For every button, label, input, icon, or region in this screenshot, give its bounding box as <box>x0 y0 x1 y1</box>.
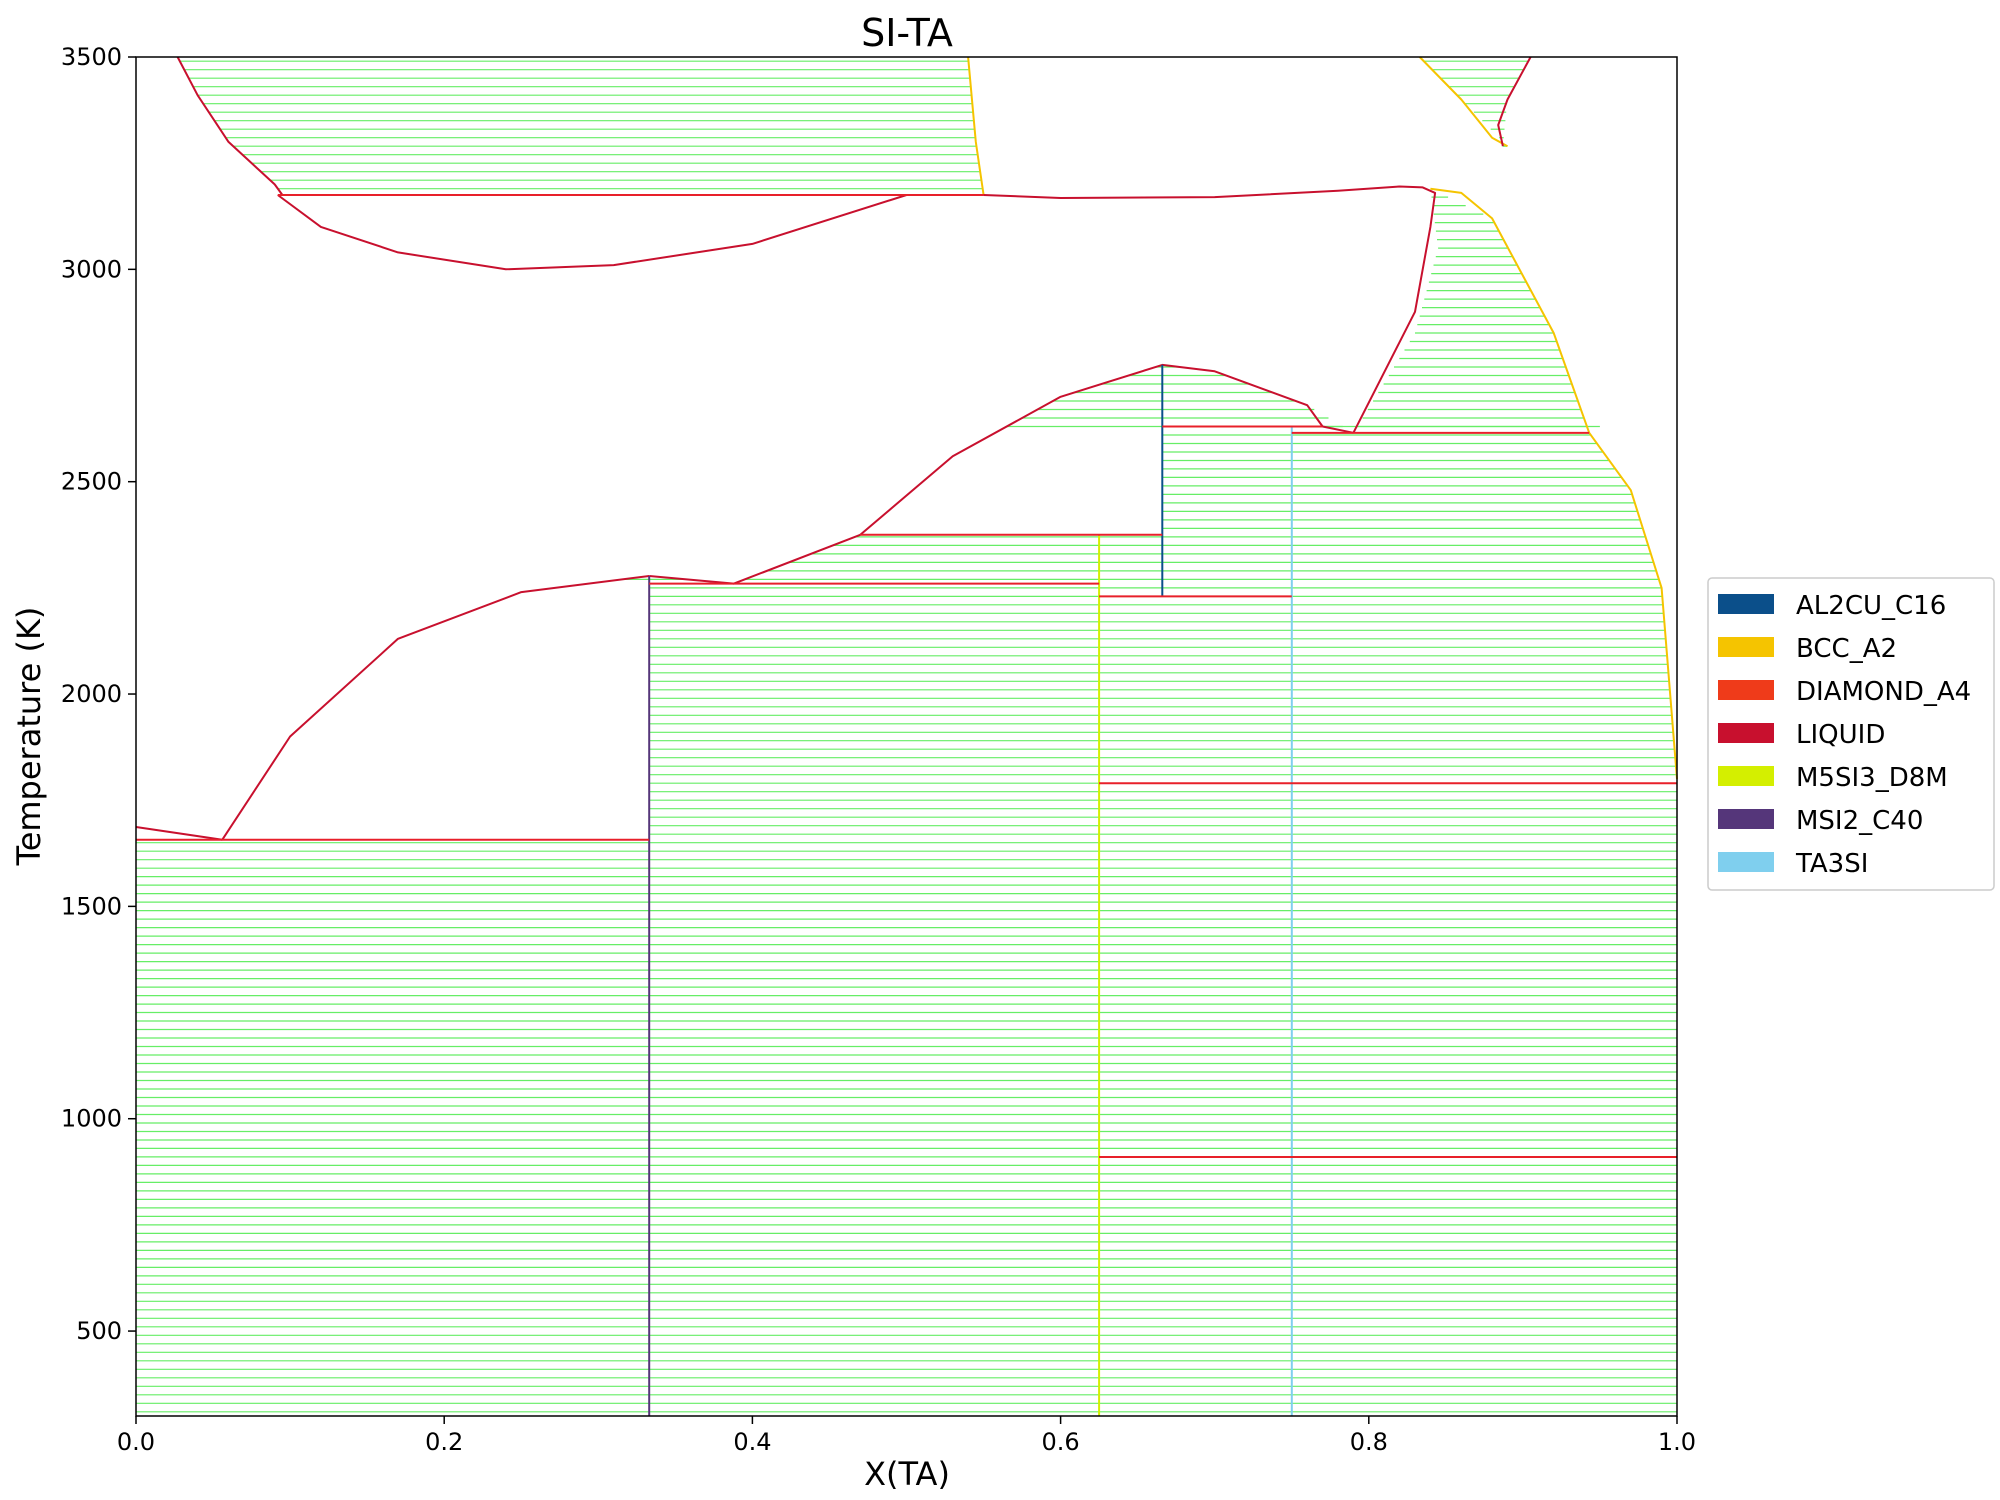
phase-boundary-liquid <box>135 826 223 841</box>
plot-frame <box>135 56 1678 1417</box>
phase-boundary-layer <box>135 56 1678 1416</box>
legend-swatch <box>1718 723 1774 743</box>
x-axis-label: X(TA) <box>864 1455 950 1493</box>
legend-label: AL2CU_C16 <box>1796 591 1946 621</box>
legend-swatch <box>1718 766 1774 786</box>
legend-swatch <box>1718 852 1774 872</box>
phase-boundary-liquid <box>1497 56 1532 147</box>
phase-boundary-bcc-a2 <box>967 56 985 196</box>
legend-swatch <box>1718 680 1774 700</box>
y-tick-label: 1000 <box>61 1105 122 1133</box>
invariant-line-layer <box>136 194 1677 1158</box>
phase-boundary-liquid <box>176 56 284 196</box>
phase-boundary-bcc-a2 <box>1418 56 1508 148</box>
x-tick-label: 0.8 <box>1350 1428 1388 1456</box>
phase-boundary-liquid <box>649 533 861 585</box>
legend-label: MSI2_C40 <box>1796 806 1923 836</box>
legend-label: DIAMOND_A4 <box>1796 677 1971 707</box>
chart-title: SI-TA <box>861 11 953 55</box>
x-axis-ticks: 0.0 0.2 0.4 0.6 0.8 1.0 <box>117 1416 1696 1456</box>
y-tick-label: 1500 <box>61 892 122 920</box>
legend-swatch <box>1718 594 1774 614</box>
y-tick-label: 2500 <box>61 468 122 496</box>
phase-boundary-liquid <box>221 575 650 841</box>
x-tick-label: 0.6 <box>1042 1428 1080 1456</box>
y-axis-label: Temperature (K) <box>10 607 48 867</box>
legend-label: M5SI3_D8M <box>1796 763 1948 793</box>
legend-label: TA3SI <box>1795 849 1868 879</box>
legend-frame <box>1707 577 1995 891</box>
phase-boundary-bcc-a2 <box>1430 187 1678 780</box>
phase-boundary-liquid <box>277 194 907 271</box>
legend-swatch <box>1718 637 1774 657</box>
legend-label: BCC_A2 <box>1796 634 1897 664</box>
phase-boundary-liquid <box>983 185 1437 434</box>
x-tick-label: 0.2 <box>425 1428 463 1456</box>
x-tick-label: 0.4 <box>733 1428 771 1456</box>
legend: AL2CU_C16 BCC_A2 DIAMOND_A4 LIQUID M5SI3_D8M… <box>1707 577 1995 891</box>
y-tick-label: 3000 <box>61 255 122 283</box>
y-axis-ticks: 500 1000 1500 2000 2500 3000 3500 <box>61 43 136 1345</box>
y-tick-label: 2000 <box>61 680 122 708</box>
legend-swatch <box>1718 809 1774 829</box>
y-tick-label: 500 <box>76 1317 122 1345</box>
x-tick-label: 0.0 <box>117 1428 155 1456</box>
legend-label: LIQUID <box>1796 720 1885 750</box>
tieline-layer <box>136 60 1677 1413</box>
phase-boundary-liquid <box>859 363 1354 536</box>
x-tick-label: 1.0 <box>1658 1428 1696 1456</box>
y-tick-label: 3500 <box>61 43 122 71</box>
